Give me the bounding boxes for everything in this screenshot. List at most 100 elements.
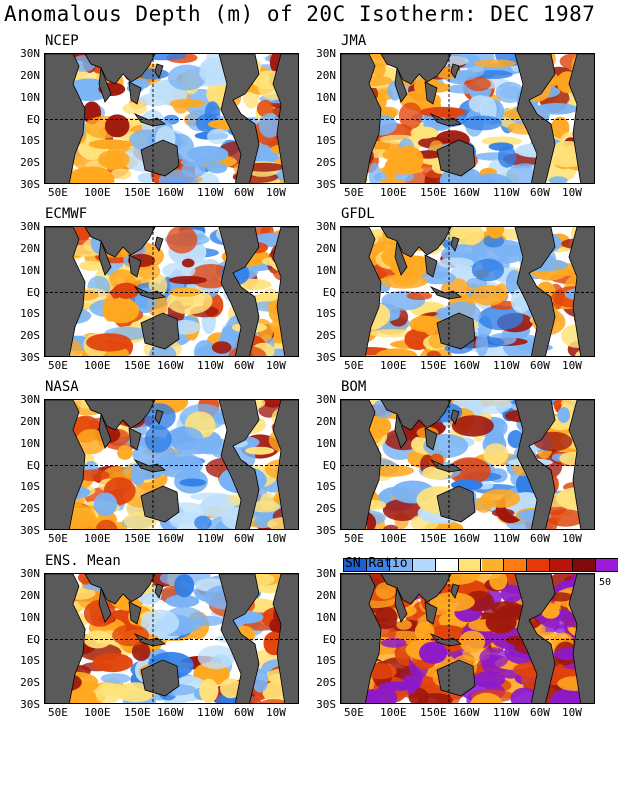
anomaly-patch	[161, 457, 202, 470]
land-mass	[98, 587, 112, 623]
land-mass	[436, 659, 476, 697]
anomaly-patch	[165, 594, 200, 608]
anomaly-patch	[483, 443, 509, 466]
lat-tick-label: 30S	[20, 524, 40, 537]
colorbar-swatch	[573, 559, 597, 571]
map-panel	[340, 226, 595, 357]
lon-tick-label: 100E	[84, 186, 111, 199]
anomaly-patch	[75, 429, 107, 455]
anomaly-patch	[88, 139, 133, 150]
anomaly-patch	[104, 297, 140, 324]
lat-tick-label: 30S	[316, 698, 336, 711]
lon-tick-label: 10W	[562, 532, 582, 545]
anomaly-patch	[374, 606, 398, 630]
anomaly-patch	[137, 172, 155, 183]
lat-tick-label: 10N	[20, 263, 40, 277]
map-panel	[340, 573, 595, 704]
land-mass	[45, 574, 86, 703]
anomaly-patch	[473, 59, 516, 68]
lon-tick-label: 160W	[157, 532, 184, 545]
anomaly-patch	[495, 81, 525, 103]
anomaly-patch	[95, 519, 118, 529]
panel-title: NCEP	[45, 33, 79, 49]
colorbar-swatch	[412, 559, 436, 571]
land-mass	[394, 240, 408, 276]
land-mass	[380, 400, 452, 431]
panel-title: JMA	[341, 33, 367, 49]
land-mass	[154, 63, 164, 79]
land-mass	[84, 574, 156, 605]
lat-tick-label: 20N	[316, 588, 336, 602]
anomaly-patch	[437, 257, 474, 269]
land-mass	[436, 312, 476, 350]
land-mass	[45, 54, 86, 183]
land-mass	[341, 400, 382, 529]
land-mass	[84, 400, 156, 431]
anomaly-patch	[466, 77, 491, 92]
lon-tick-label: 150E	[124, 359, 151, 372]
lon-tick-label: 60W	[234, 359, 254, 372]
land-mass	[154, 409, 164, 425]
anomaly-patch	[93, 492, 118, 517]
anomaly-patch	[174, 574, 195, 598]
map-panel	[44, 399, 299, 530]
lat-tick-label: 20S	[316, 502, 336, 516]
land-mass	[140, 485, 180, 523]
lat-tick-label: 10S	[316, 480, 336, 494]
lat-tick-label: 10N	[20, 436, 40, 450]
colorbar-swatch	[389, 559, 413, 571]
anomaly-patch	[480, 489, 521, 508]
land-mass	[394, 413, 408, 449]
lat-tick-label: 20N	[316, 241, 336, 255]
lon-tick-label: 160W	[453, 186, 480, 199]
lon-tick-label: 50E	[48, 186, 68, 199]
anomaly-map	[341, 227, 594, 356]
anomaly-patch	[86, 333, 132, 352]
anomaly-patch	[375, 582, 396, 600]
anomaly-patch	[419, 106, 466, 118]
land-mass	[436, 139, 476, 177]
map-panel	[44, 573, 299, 704]
lat-tick-label: 20S	[20, 676, 40, 690]
land-mass	[98, 67, 112, 103]
lat-tick-label: 30N	[316, 220, 336, 233]
anomaly-patch	[249, 500, 280, 513]
lat-tick-label: EQ	[26, 458, 40, 472]
lon-tick-label: 50E	[344, 186, 364, 199]
anomaly-patch	[472, 671, 506, 688]
anomaly-patch	[372, 62, 386, 78]
anomaly-patch	[450, 265, 477, 281]
lat-tick-label: 10S	[20, 654, 40, 668]
lat-tick-label: 20N	[20, 588, 40, 602]
lon-tick-label: 160W	[453, 359, 480, 372]
anomaly-patch	[97, 150, 130, 169]
anomaly-patch	[379, 178, 405, 183]
anomaly-patch	[486, 227, 505, 239]
land-mass	[45, 227, 86, 356]
land-mass	[394, 587, 408, 623]
land-mass	[450, 236, 460, 252]
lon-tick-label: 100E	[84, 359, 111, 372]
lon-tick-label: 150E	[124, 706, 151, 719]
land-mass	[84, 54, 156, 85]
land-mass	[450, 409, 460, 425]
land-mass	[140, 312, 180, 350]
anomaly-patch	[470, 692, 503, 703]
anomaly-patch	[409, 315, 443, 333]
anomaly-patch	[382, 499, 423, 521]
lat-tick-label: 20N	[316, 68, 336, 82]
land-mass	[98, 413, 112, 449]
lon-tick-label: 160W	[157, 359, 184, 372]
anomaly-patch	[398, 102, 423, 130]
lat-tick-label: 20S	[20, 156, 40, 170]
anomaly-patch	[167, 64, 207, 91]
lon-tick-label: 150E	[420, 359, 447, 372]
lat-tick-label: 30S	[316, 178, 336, 191]
lon-tick-label: 60W	[234, 532, 254, 545]
lat-tick-label: EQ	[26, 632, 40, 646]
anomaly-patch	[471, 285, 506, 306]
land-mass	[84, 227, 156, 258]
land-mass	[429, 113, 462, 127]
land-mass	[380, 54, 452, 85]
lat-tick-label: 20N	[20, 241, 40, 255]
